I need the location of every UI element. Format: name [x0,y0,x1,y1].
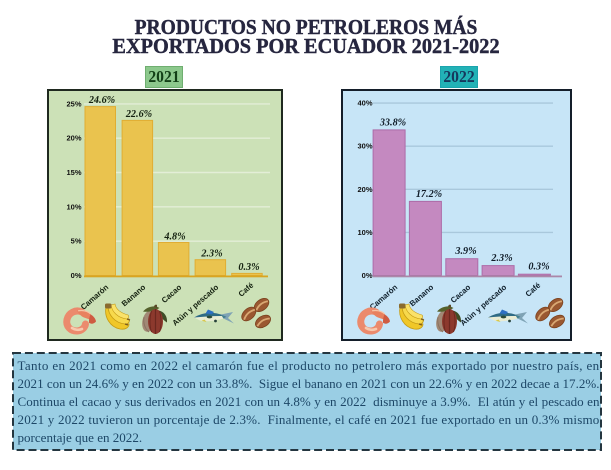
svg-text:Camarón: Camarón [368,283,400,312]
svg-text:33.8%: 33.8% [379,117,406,128]
svg-text:20%: 20% [357,185,372,194]
svg-text:40%: 40% [357,99,372,108]
svg-text:10%: 10% [66,202,81,211]
svg-text:2.3%: 2.3% [490,253,512,264]
svg-text:Cacao: Cacao [449,283,473,305]
svg-text:2.3%: 2.3% [200,249,222,260]
svg-text:0.3%: 0.3% [528,262,549,273]
svg-text:Café: Café [237,280,256,298]
svg-text:4.8%: 4.8% [163,231,185,242]
svg-text:30%: 30% [357,142,372,151]
svg-text:5%: 5% [71,237,82,246]
svg-text:22.6%: 22.6% [125,109,152,120]
svg-text:0.3%: 0.3% [238,262,259,273]
svg-text:0%: 0% [362,271,373,280]
svg-text:24.6%: 24.6% [88,95,115,106]
svg-text:15%: 15% [66,168,81,177]
svg-text:17.2%: 17.2% [416,189,442,200]
svg-text:0%: 0% [71,271,82,280]
svg-text:20%: 20% [66,134,81,143]
svg-text:Banano: Banano [408,283,436,309]
svg-text:10%: 10% [357,228,372,237]
svg-text:Cacao: Cacao [160,283,184,305]
svg-text:25%: 25% [66,99,81,108]
svg-text:3.9%: 3.9% [454,246,476,257]
svg-text:Banano: Banano [120,283,148,309]
svg-text:Café: Café [524,280,543,298]
